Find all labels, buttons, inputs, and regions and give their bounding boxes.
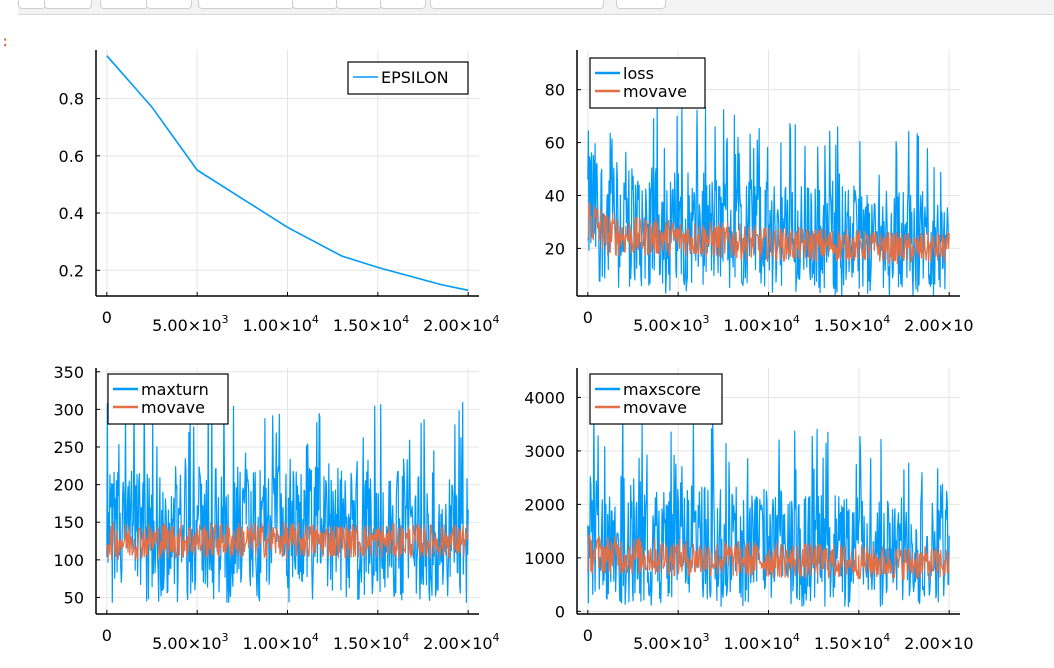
chart-panel-2: 0 5.00×103 1.00×104 1.50×104 2.00×10 20 40 60 80… (545, 50, 974, 335)
toolbar-button[interactable] (44, 0, 92, 9)
cell-prompt-marker: : (1, 34, 10, 50)
x-tick-label: 2.00×10 (904, 316, 973, 335)
legend-label: maxturn (141, 380, 209, 399)
legend-label: movave (623, 398, 687, 417)
x-tick-label: 0 (102, 308, 112, 327)
y-tick-label: 0.8 (59, 90, 84, 109)
x-tick-label: 0 (583, 626, 593, 645)
y-tick-label: 3000 (524, 442, 565, 461)
y-tick-label: 50 (64, 588, 84, 607)
x-tick-label: 1.00×104 (243, 313, 319, 335)
toolbar-strip (18, 0, 1054, 15)
notebook-toolbar (0, 0, 1054, 22)
y-tick-label: 40 (545, 186, 565, 205)
y-tick-label: 1000 (524, 549, 565, 568)
x-tick-label: 1.50×104 (333, 631, 409, 653)
x-tick-label: 1.00×104 (724, 313, 800, 335)
x-tick-label: 0 (583, 308, 593, 327)
y-tick-label: 250 (53, 438, 84, 457)
x-tick-label: 1.00×104 (724, 631, 800, 653)
series-line-EPSILON (106, 55, 469, 292)
legend-box (107, 373, 229, 425)
x-tick-label: 5.00×103 (633, 631, 709, 653)
y-tick-label: 150 (53, 513, 84, 532)
x-tick-label: 2.00×104 (423, 631, 499, 653)
y-tick-label: 0.4 (59, 204, 84, 223)
chart-panel-1: 0 5.00×103 1.00×104 1.50×104 2.00×104 0.2 0.4 0… (59, 50, 500, 335)
chart-panel-3: 0 5.00×103 1.00×104 1.50×104 2.00×104 50 100 15… (53, 363, 499, 653)
y-tick-label: 200 (53, 476, 84, 495)
x-tick-label: 1.50×104 (814, 313, 890, 335)
y-tick-label: 2000 (524, 495, 565, 514)
chart-panel-4: 0 5.00×103 1.00×104 1.50×104 2.00×10 0 1000 200… (524, 368, 974, 653)
legend-label: movave (623, 82, 687, 101)
series-line-movave (106, 521, 469, 561)
y-tick-label: 0.6 (59, 147, 84, 166)
series-line-movave (587, 534, 950, 581)
legend-label: movave (141, 398, 205, 417)
y-tick-label: 0 (555, 602, 565, 621)
y-tick-label: 4000 (524, 388, 565, 407)
legend-label: EPSILON (381, 68, 449, 87)
legend-label: loss (623, 64, 654, 83)
y-tick-label: 350 (53, 363, 84, 382)
y-tick-label: 100 (53, 551, 84, 570)
series-line-maxscore (587, 403, 950, 608)
x-tick-label: 5.00×103 (152, 631, 228, 653)
legend-label: maxscore (623, 380, 701, 399)
x-tick-label: 2.00×10 (904, 634, 973, 653)
x-tick-label: 1.50×104 (814, 631, 890, 653)
y-tick-label: 80 (545, 81, 565, 100)
legend-box (589, 57, 706, 109)
y-tick-label: 0.2 (59, 261, 84, 280)
toolbar-button[interactable] (380, 0, 426, 9)
x-tick-label: 2.00×104 (423, 313, 499, 335)
legend: EPSILON (347, 61, 469, 95)
series-line-movave (587, 202, 950, 265)
x-tick-label: 1.50×104 (333, 313, 409, 335)
x-tick-label: 5.00×103 (152, 313, 228, 335)
x-tick-label: 5.00×103 (633, 313, 709, 335)
series-line-loss (587, 102, 950, 297)
y-tick-label: 20 (545, 239, 565, 258)
x-tick-label: 1.00×104 (243, 631, 319, 653)
toolbar-button[interactable] (146, 0, 192, 9)
toolbar-dropdown[interactable] (430, 0, 604, 9)
x-tick-label: 0 (102, 626, 112, 645)
legend-box (589, 373, 723, 425)
toolbar-button[interactable] (616, 0, 666, 9)
y-tick-label: 60 (545, 134, 565, 153)
y-tick-label: 300 (53, 400, 84, 419)
legend-box (347, 61, 469, 95)
